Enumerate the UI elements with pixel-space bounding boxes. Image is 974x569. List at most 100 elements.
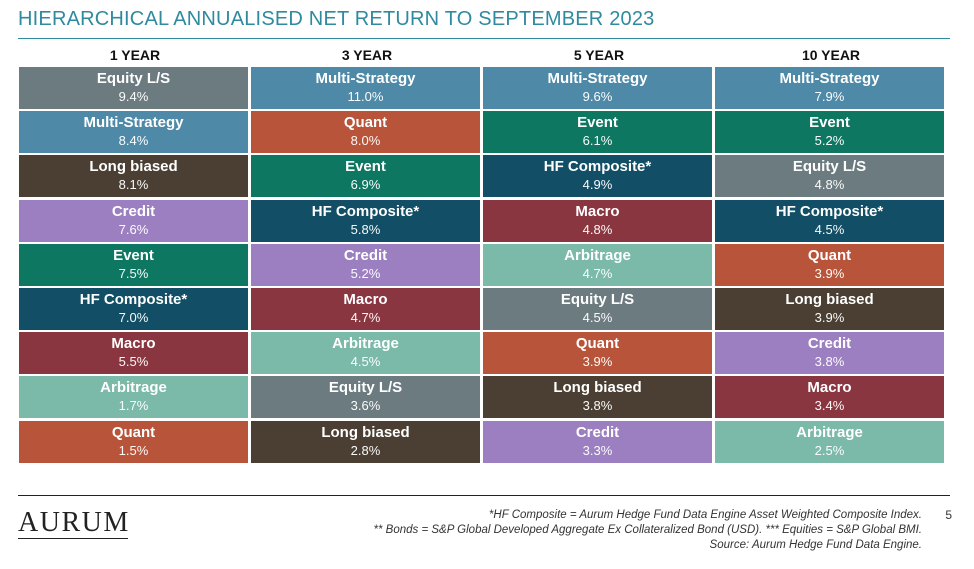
- strategy-name: Event: [345, 158, 386, 176]
- strategy-return: 7.6%: [118, 221, 149, 237]
- footnote-source: Source: Aurum Hedge Fund Data Engine.: [709, 539, 922, 551]
- strategy-name: Credit: [807, 335, 852, 353]
- column-headers: 1 YEAR 3 YEAR 5 YEAR 10 YEAR: [19, 44, 947, 67]
- strategy-cell: Credit 7.6%: [19, 199, 248, 242]
- strategy-name: Equity L/S: [328, 379, 403, 397]
- strategy-return: 3.3%: [582, 442, 613, 458]
- strategy-name: Long biased: [89, 158, 178, 176]
- aurum-logo: AURUM: [18, 507, 130, 538]
- strategy-name: Equity L/S: [560, 290, 635, 308]
- strategy-cell: Arbitrage 4.5%: [251, 332, 480, 375]
- strategy-cell: Macro 3.4%: [715, 376, 944, 419]
- strategy-cell: Multi-Strategy 9.6%: [483, 67, 712, 109]
- strategy-return: 2.8%: [350, 442, 381, 458]
- strategy-cell: HF Composite* 7.0%: [19, 287, 248, 330]
- table-column: Multi-Strategy 11.0% Quant 8.0% Event 6.9% HF …: [251, 67, 483, 465]
- strategy-name: Macro: [807, 379, 852, 397]
- strategy-name: Credit: [111, 202, 156, 220]
- strategy-cell: Multi-Strategy 8.4%: [19, 111, 248, 154]
- strategy-cell: Long biased 3.9%: [715, 287, 944, 330]
- strategy-return: 8.0%: [350, 133, 381, 149]
- strategy-cell: Event 6.9%: [251, 155, 480, 198]
- strategy-cell: Macro 4.7%: [251, 287, 480, 330]
- strategy-name: Multi-Strategy: [83, 114, 184, 132]
- strategy-return: 4.8%: [582, 221, 613, 237]
- strategy-name: Macro: [111, 335, 156, 353]
- strategy-return: 3.6%: [350, 398, 381, 414]
- strategy-cell: Equity L/S 4.8%: [715, 155, 944, 198]
- strategy-return: 3.4%: [814, 398, 845, 414]
- strategy-name: HF Composite*: [543, 158, 652, 176]
- strategy-cell: Credit 5.2%: [251, 243, 480, 286]
- strategy-cell: Macro 5.5%: [19, 332, 248, 375]
- strategy-return: 1.5%: [118, 442, 149, 458]
- table-column: Multi-Strategy 7.9% Event 5.2% Equity L/S 4.8…: [715, 67, 947, 465]
- returns-table: 1 YEAR 3 YEAR 5 YEAR 10 YEAR Equity L/S 9…: [19, 44, 947, 465]
- strategy-return: 8.1%: [118, 177, 149, 193]
- title-divider: [18, 38, 950, 39]
- column-header-1-year: 1 YEAR: [109, 47, 161, 63]
- strategy-name: Long biased: [785, 290, 874, 308]
- strategy-name: Macro: [343, 290, 388, 308]
- strategy-return: 5.8%: [350, 221, 381, 237]
- strategy-return: 1.7%: [118, 398, 149, 414]
- strategy-name: Multi-Strategy: [779, 70, 880, 87]
- strategy-name: HF Composite*: [775, 202, 884, 220]
- strategy-name: Credit: [575, 423, 620, 441]
- strategy-name: Arbitrage: [100, 379, 167, 397]
- strategy-name: Multi-Strategy: [547, 70, 648, 87]
- strategy-cell: HF Composite* 4.5%: [715, 199, 944, 242]
- strategy-return: 7.0%: [118, 309, 149, 325]
- strategy-cell: Event 6.1%: [483, 111, 712, 154]
- strategy-name: Credit: [343, 246, 388, 264]
- strategy-name: Multi-Strategy: [315, 70, 416, 87]
- strategy-return: 5.2%: [814, 133, 845, 149]
- strategy-return: 4.8%: [814, 177, 845, 193]
- strategy-name: Quant: [807, 246, 852, 264]
- strategy-cell: Quant 3.9%: [715, 243, 944, 286]
- strategy-name: Arbitrage: [332, 335, 399, 353]
- strategy-return: 2.5%: [814, 442, 845, 458]
- strategy-name: Quant: [343, 114, 388, 132]
- footer-divider: [18, 495, 950, 496]
- strategy-cell: HF Composite* 5.8%: [251, 199, 480, 242]
- page-number: 5: [945, 508, 952, 522]
- strategy-cell: Long biased 3.8%: [483, 376, 712, 419]
- strategy-return: 4.7%: [582, 265, 613, 281]
- strategy-cell: Arbitrage 2.5%: [715, 420, 944, 463]
- strategy-name: Equity L/S: [792, 158, 867, 176]
- strategy-cell: Quant 3.9%: [483, 332, 712, 375]
- strategy-return: 3.9%: [814, 265, 845, 281]
- strategy-return: 7.5%: [118, 265, 149, 281]
- strategy-return: 9.6%: [582, 89, 613, 104]
- strategy-return: 3.9%: [814, 309, 845, 325]
- strategy-name: Macro: [575, 202, 620, 220]
- page-title: HIERARCHICAL ANNUALISED NET RETURN TO SE…: [18, 8, 655, 30]
- strategy-name: HF Composite*: [79, 290, 188, 308]
- strategy-name: Arbitrage: [796, 423, 863, 441]
- strategy-cell: Macro 4.8%: [483, 199, 712, 242]
- strategy-return: 8.4%: [118, 133, 149, 149]
- strategy-name: Quant: [575, 335, 620, 353]
- strategy-return: 4.5%: [350, 354, 381, 370]
- strategy-return: 3.9%: [582, 354, 613, 370]
- logo-underline: [18, 538, 128, 539]
- strategy-cell: Credit 3.8%: [715, 332, 944, 375]
- strategy-cell: Quant 1.5%: [19, 420, 248, 463]
- footnote-bonds-equities: ** Bonds = S&P Global Developed Aggregat…: [373, 524, 922, 536]
- strategy-cell: Quant 8.0%: [251, 111, 480, 154]
- strategy-return: 4.9%: [582, 177, 613, 193]
- strategy-name: Long biased: [553, 379, 642, 397]
- strategy-cell: Multi-Strategy 7.9%: [715, 67, 944, 109]
- table-columns: Equity L/S 9.4% Multi-Strategy 8.4% Long bia…: [19, 67, 947, 465]
- strategy-cell: Equity L/S 9.4%: [19, 67, 248, 109]
- strategy-cell: Event 5.2%: [715, 111, 944, 154]
- strategy-name: HF Composite*: [311, 202, 420, 220]
- strategy-cell: Long biased 8.1%: [19, 155, 248, 198]
- strategy-cell: Equity L/S 3.6%: [251, 376, 480, 419]
- strategy-return: 11.0%: [347, 89, 384, 104]
- column-header-10-year: 10 YEAR: [801, 47, 861, 63]
- strategy-cell: Arbitrage 4.7%: [483, 243, 712, 286]
- strategy-name: Event: [809, 114, 850, 132]
- strategy-name: Arbitrage: [564, 246, 631, 264]
